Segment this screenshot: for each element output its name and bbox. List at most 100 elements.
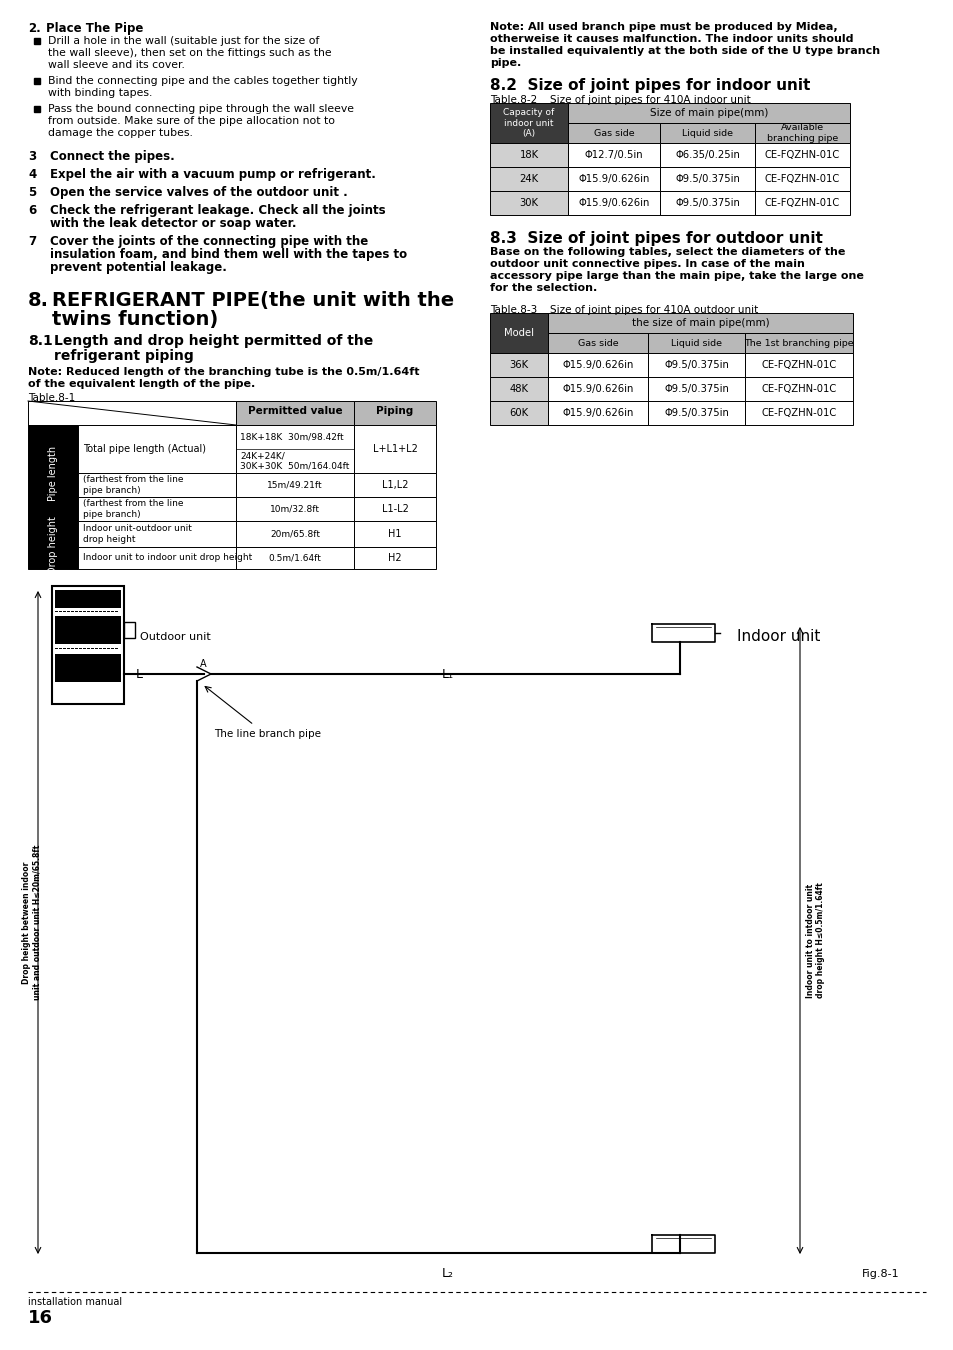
Text: insulation foam, and bind them well with the tapes to: insulation foam, and bind them well with… — [50, 248, 407, 261]
Bar — [235, 472, 354, 497]
Text: refrigerant piping: refrigerant piping — [54, 350, 193, 363]
Text: of the equivalent length of the pipe.: of the equivalent length of the pipe. — [28, 379, 255, 389]
Bar — [34, 38, 40, 45]
Text: Base on the following tables, select the diameters of the: Base on the following tables, select the… — [490, 247, 844, 256]
Bar — [647, 377, 744, 401]
Text: A: A — [200, 659, 207, 670]
Text: Φ9.5/0.375in: Φ9.5/0.375in — [663, 383, 728, 394]
Text: outdoor unit connective pipes. In case of the main: outdoor unit connective pipes. In case o… — [490, 259, 804, 269]
Bar — [547, 313, 852, 333]
Text: 3: 3 — [28, 150, 36, 163]
Bar — [647, 352, 744, 377]
Bar — [754, 143, 849, 167]
Bar — [28, 425, 78, 521]
Bar — [354, 401, 436, 425]
Bar — [28, 521, 78, 568]
Text: Permitted value: Permitted value — [248, 406, 342, 416]
Bar — [354, 521, 436, 547]
Text: 20m/65.8ft: 20m/65.8ft — [270, 529, 319, 539]
Text: 8.3  Size of joint pipes for outdoor unit: 8.3 Size of joint pipes for outdoor unit — [490, 231, 822, 246]
Bar — [490, 190, 567, 215]
Bar — [354, 472, 436, 497]
Bar — [354, 425, 436, 472]
Text: 8.2  Size of joint pipes for indoor unit: 8.2 Size of joint pipes for indoor unit — [490, 78, 809, 93]
Bar — [34, 78, 40, 84]
Bar — [235, 547, 354, 568]
Text: otherweise it causes malfunction. The indoor units should: otherweise it causes malfunction. The in… — [490, 34, 853, 45]
Text: from outside. Make sure of the pipe allocation not to: from outside. Make sure of the pipe allo… — [48, 116, 335, 126]
Bar — [659, 123, 754, 143]
Text: 2.: 2. — [28, 22, 41, 35]
Text: H1: H1 — [388, 529, 401, 539]
Bar — [744, 401, 852, 425]
Text: CE-FQZHN-01C: CE-FQZHN-01C — [764, 150, 840, 161]
Text: CE-FQZHN-01C: CE-FQZHN-01C — [760, 408, 836, 418]
Bar — [647, 401, 744, 425]
Bar — [567, 103, 849, 123]
Text: Φ9.5/0.375in: Φ9.5/0.375in — [675, 174, 740, 184]
Text: for the selection.: for the selection. — [490, 284, 597, 293]
Text: L₂: L₂ — [441, 1268, 454, 1280]
Text: Φ15.9/0.626in: Φ15.9/0.626in — [578, 198, 649, 208]
Text: 10m/32.8ft: 10m/32.8ft — [270, 505, 319, 513]
Text: Available
branching pipe: Available branching pipe — [766, 123, 838, 143]
Text: wall sleeve and its cover.: wall sleeve and its cover. — [48, 59, 185, 70]
Text: 60K: 60K — [509, 408, 528, 418]
Text: prevent potential leakage.: prevent potential leakage. — [50, 261, 227, 274]
Bar — [124, 622, 135, 639]
Text: Φ12.7/0.5in: Φ12.7/0.5in — [584, 150, 642, 161]
Text: Place The Pipe: Place The Pipe — [46, 22, 143, 35]
Text: Gas side: Gas side — [593, 128, 634, 138]
Text: Φ9.5/0.375in: Φ9.5/0.375in — [663, 360, 728, 370]
Text: Length and drop height permitted of the: Length and drop height permitted of the — [54, 333, 373, 348]
Text: 18K: 18K — [518, 150, 538, 161]
Text: L1,L2: L1,L2 — [381, 481, 408, 490]
Text: Connect the pipes.: Connect the pipes. — [50, 150, 174, 163]
Text: REFRIGERANT PIPE(the unit with the: REFRIGERANT PIPE(the unit with the — [52, 292, 454, 311]
Text: L₁: L₁ — [441, 668, 454, 680]
Text: Size of main pipe(mm): Size of main pipe(mm) — [649, 108, 767, 117]
Text: Table.8-3: Table.8-3 — [490, 305, 537, 315]
Bar — [647, 333, 744, 352]
Text: Pipe length: Pipe length — [48, 446, 58, 501]
Text: be installed equivalently at the both side of the U type branch: be installed equivalently at the both si… — [490, 46, 880, 55]
Text: Table.8-2: Table.8-2 — [490, 95, 537, 105]
Text: with binding tapes.: with binding tapes. — [48, 88, 152, 99]
Text: CE-FQZHN-01C: CE-FQZHN-01C — [764, 198, 840, 208]
Text: Size of joint pipes for 410A indoor unit: Size of joint pipes for 410A indoor unit — [550, 95, 750, 105]
Bar — [744, 352, 852, 377]
Bar — [547, 333, 647, 352]
Text: Φ9.5/0.375in: Φ9.5/0.375in — [663, 408, 728, 418]
Text: CE-FQZHN-01C: CE-FQZHN-01C — [760, 360, 836, 370]
Bar — [567, 190, 659, 215]
Bar — [547, 352, 647, 377]
Text: 30K: 30K — [519, 198, 537, 208]
Text: Note: All used branch pipe must be produced by Midea,: Note: All used branch pipe must be produ… — [490, 22, 837, 32]
Text: Cover the joints of the connecting pipe with the: Cover the joints of the connecting pipe … — [50, 235, 368, 248]
Bar — [490, 377, 547, 401]
Bar — [754, 123, 849, 143]
Text: Piping: Piping — [376, 406, 414, 416]
Bar — [490, 143, 567, 167]
Text: Φ15.9/0.626in: Φ15.9/0.626in — [561, 383, 633, 394]
Bar — [659, 167, 754, 190]
Text: Check the refrigerant leakage. Check all the joints: Check the refrigerant leakage. Check all… — [50, 204, 385, 217]
Bar — [235, 401, 354, 425]
Text: Liquid side: Liquid side — [681, 128, 732, 138]
Text: the wall sleeve), then set on the fittings such as the: the wall sleeve), then set on the fittin… — [48, 49, 332, 58]
Text: 48K: 48K — [509, 383, 528, 394]
Text: Liquid side: Liquid side — [670, 339, 721, 347]
Text: Expel the air with a vacuum pump or refrigerant.: Expel the air with a vacuum pump or refr… — [50, 167, 375, 181]
Text: Φ15.9/0.626in: Φ15.9/0.626in — [578, 174, 649, 184]
Bar — [28, 401, 235, 425]
Text: Capacity of
indoor unit
(A): Capacity of indoor unit (A) — [503, 108, 554, 138]
Text: (farthest from the line
pipe branch): (farthest from the line pipe branch) — [83, 500, 183, 518]
Text: Bind the connecting pipe and the cables together tightly: Bind the connecting pipe and the cables … — [48, 76, 357, 86]
Bar — [567, 123, 659, 143]
Text: twins function): twins function) — [52, 310, 218, 329]
Text: L1-L2: L1-L2 — [381, 504, 408, 514]
Text: Note: Reduced length of the branching tube is the 0.5m/1.64ft: Note: Reduced length of the branching tu… — [28, 367, 419, 377]
Bar — [78, 547, 235, 568]
Text: Fig.8-1: Fig.8-1 — [862, 1269, 899, 1278]
Bar — [659, 143, 754, 167]
